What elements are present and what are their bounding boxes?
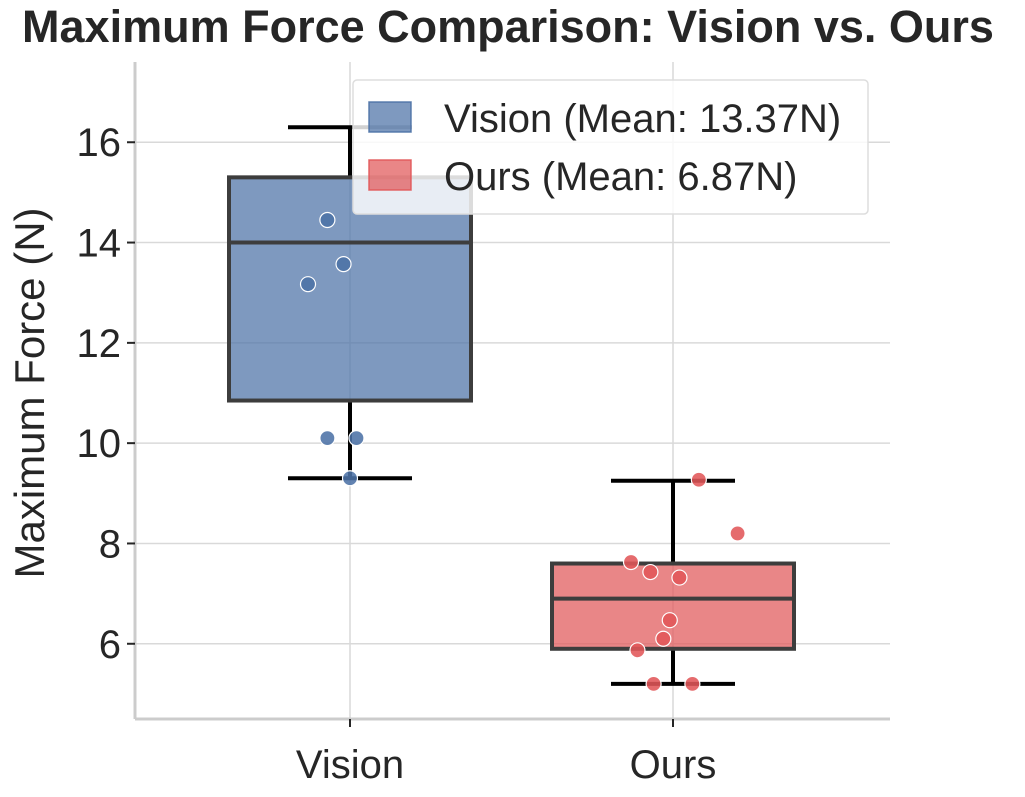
data-point-ours (684, 675, 701, 692)
legend-swatch-vision (368, 101, 412, 133)
box-ours (550, 561, 796, 651)
data-point-ours (661, 612, 678, 629)
data-point-ours (655, 630, 672, 647)
data-point-vision (335, 256, 352, 273)
y-tick-label: 8 (99, 522, 121, 566)
data-point-ours (671, 569, 688, 586)
data-point-vision (319, 430, 336, 447)
legend: Vision (Mean: 13.37N) Ours (Mean: 6.87N) (352, 79, 869, 215)
data-points (299, 211, 746, 692)
y-tick-label: 14 (77, 222, 122, 266)
y-tick-label: 12 (77, 322, 122, 366)
legend-label-vision: Vision (Mean: 13.37N) (444, 97, 841, 141)
legend-swatch-ours (368, 159, 412, 191)
data-point-vision (341, 470, 359, 487)
data-point-ours (729, 525, 746, 542)
y-tick-label: 10 (77, 422, 122, 466)
axes: 6 8 10 12 14 16 Vision Ours (77, 62, 890, 787)
data-point-ours (690, 471, 707, 488)
chart-title: Maximum Force Comparison: Vision vs. Our… (22, 1, 994, 52)
y-tick-label: 16 (77, 121, 122, 165)
y-axis-label: Maximum Force (N) (6, 207, 53, 578)
boxes (227, 125, 796, 686)
x-tick-label: Ours (630, 743, 717, 787)
legend-label-ours: Ours (Mean: 6.87N) (444, 155, 797, 199)
data-point-vision (319, 211, 336, 229)
y-tick-label: 6 (99, 623, 121, 667)
legend-frame (352, 79, 869, 215)
data-point-ours (629, 642, 646, 659)
data-point-vision (348, 430, 365, 447)
data-point-ours (622, 553, 640, 571)
data-point-ours (642, 563, 659, 581)
data-point-ours (645, 675, 662, 692)
x-tick-label: Vision (296, 743, 404, 787)
data-point-vision (299, 276, 317, 293)
